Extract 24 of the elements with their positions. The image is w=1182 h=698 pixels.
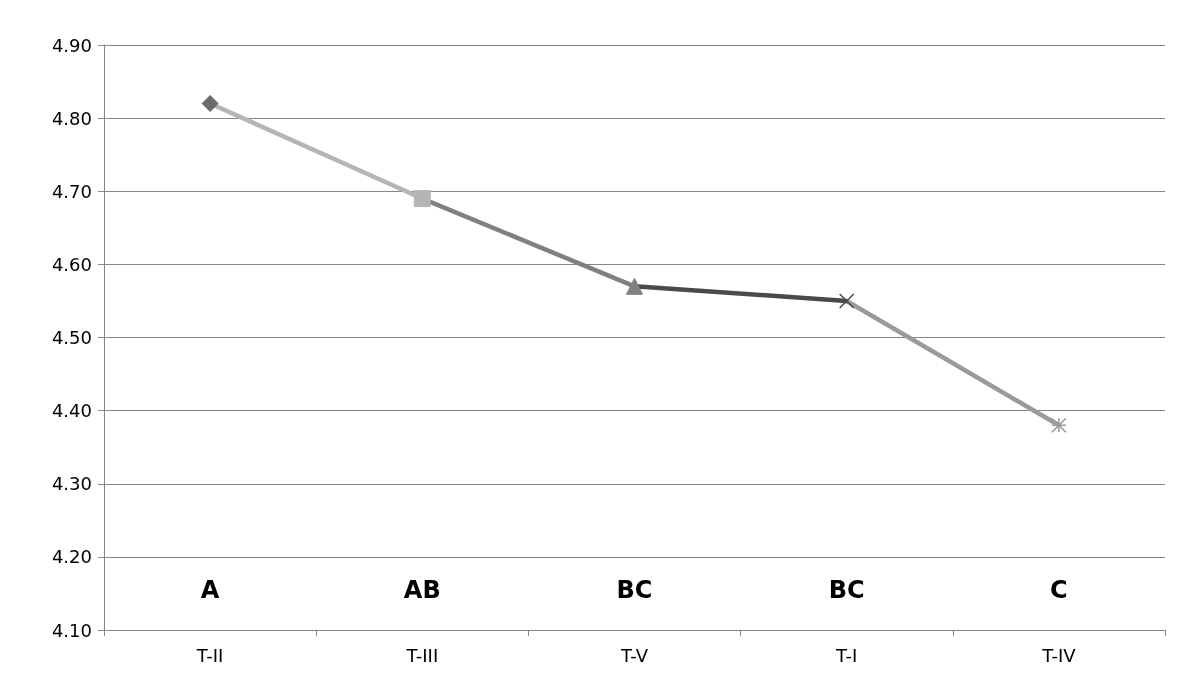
x-tick-label: T-I <box>835 644 858 666</box>
x-tick-label: T-IV <box>1041 644 1077 666</box>
annotation: BC <box>828 576 865 604</box>
point <box>838 293 855 309</box>
y-tick-label: 4.30 <box>51 473 92 495</box>
annotation: BC <box>616 576 653 604</box>
point <box>626 277 643 295</box>
point <box>413 190 431 208</box>
x-tick-label: T-III <box>405 644 439 666</box>
x-tick-label: T-II <box>195 644 224 666</box>
y-tick-label: 4.60 <box>51 253 92 275</box>
annotation: AB <box>403 576 441 604</box>
x-tick-label: T-V <box>619 644 649 666</box>
point <box>201 95 219 112</box>
y-tick-label: 4.40 <box>51 400 92 422</box>
annotation: A <box>200 576 220 604</box>
y-tick-label: 4.80 <box>51 107 92 129</box>
annotation: C <box>1050 576 1068 604</box>
y-tick-label: 4.10 <box>51 619 92 641</box>
y-tick-label: 4.50 <box>51 327 92 348</box>
point <box>1051 417 1067 433</box>
y-tick-label: 4.90 <box>51 34 92 56</box>
y-tick-label: 4.20 <box>51 546 92 568</box>
y-tick-label: 4.70 <box>51 180 92 202</box>
